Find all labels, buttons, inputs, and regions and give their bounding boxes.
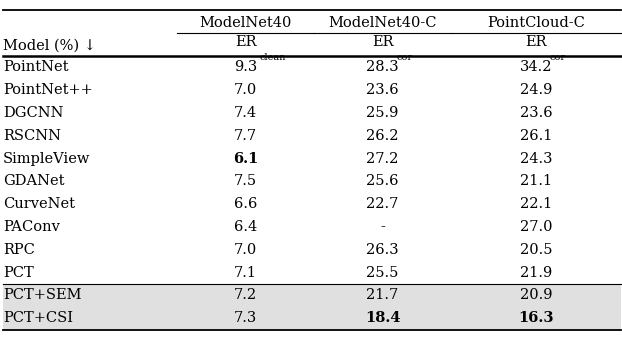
Text: PointNet++: PointNet++: [3, 83, 93, 97]
Text: 27.0: 27.0: [519, 220, 552, 234]
Text: 7.4: 7.4: [234, 106, 258, 120]
Text: 26.3: 26.3: [366, 243, 399, 257]
Text: 21.1: 21.1: [520, 174, 552, 188]
Text: 18.4: 18.4: [364, 311, 401, 325]
Text: cor: cor: [549, 54, 565, 62]
Text: ModelNet40: ModelNet40: [200, 16, 292, 30]
Text: 21.9: 21.9: [520, 266, 552, 280]
Text: 25.6: 25.6: [366, 174, 399, 188]
Text: 34.2: 34.2: [519, 61, 552, 74]
Text: PCT: PCT: [3, 266, 34, 280]
Text: 6.4: 6.4: [234, 220, 258, 234]
Text: 24.9: 24.9: [519, 83, 552, 97]
Text: 24.3: 24.3: [519, 152, 552, 166]
Text: 20.9: 20.9: [519, 288, 552, 302]
Text: ER: ER: [525, 35, 547, 49]
Text: PointCloud-C: PointCloud-C: [487, 16, 585, 30]
Text: 7.7: 7.7: [234, 129, 258, 143]
Text: 7.5: 7.5: [234, 174, 258, 188]
Text: 25.9: 25.9: [366, 106, 399, 120]
Text: PointNet: PointNet: [3, 61, 68, 74]
Text: ER: ER: [235, 35, 256, 49]
Text: 27.2: 27.2: [366, 152, 399, 166]
Text: ModelNet40-C: ModelNet40-C: [328, 16, 437, 30]
Text: 7.0: 7.0: [234, 83, 258, 97]
Text: 22.1: 22.1: [520, 197, 552, 211]
Text: 22.7: 22.7: [366, 197, 399, 211]
Text: CurveNet: CurveNet: [3, 197, 75, 211]
Text: RSCNN: RSCNN: [3, 129, 61, 143]
Text: PAConv: PAConv: [3, 220, 60, 234]
Text: GDANet: GDANet: [3, 174, 65, 188]
Text: 9.3: 9.3: [234, 61, 258, 74]
Text: RPC: RPC: [3, 243, 35, 257]
Text: 28.3: 28.3: [366, 61, 399, 74]
Text: PCT+SEM: PCT+SEM: [3, 288, 81, 302]
Text: 25.5: 25.5: [366, 266, 399, 280]
Text: 7.1: 7.1: [234, 266, 257, 280]
Text: ER: ER: [372, 35, 393, 49]
Text: SimpleView: SimpleView: [3, 152, 90, 166]
Text: 16.3: 16.3: [518, 311, 554, 325]
Text: 21.7: 21.7: [366, 288, 399, 302]
Text: 23.6: 23.6: [366, 83, 399, 97]
Text: 26.2: 26.2: [366, 129, 399, 143]
Text: -: -: [380, 220, 385, 234]
Text: 23.6: 23.6: [519, 106, 552, 120]
Text: 7.2: 7.2: [234, 288, 258, 302]
Text: 20.5: 20.5: [519, 243, 552, 257]
Text: 26.1: 26.1: [519, 129, 552, 143]
Text: DGCNN: DGCNN: [3, 106, 63, 120]
Bar: [3, 307, 621, 330]
Text: Model (%) ↓: Model (%) ↓: [3, 39, 96, 53]
Text: 7.3: 7.3: [234, 311, 258, 325]
Bar: [3, 284, 621, 307]
Text: PCT+CSI: PCT+CSI: [3, 311, 73, 325]
Text: 6.6: 6.6: [234, 197, 258, 211]
Text: 6.1: 6.1: [233, 152, 258, 166]
Text: cor: cor: [396, 54, 412, 62]
Text: 7.0: 7.0: [234, 243, 258, 257]
Text: clean: clean: [259, 54, 285, 62]
